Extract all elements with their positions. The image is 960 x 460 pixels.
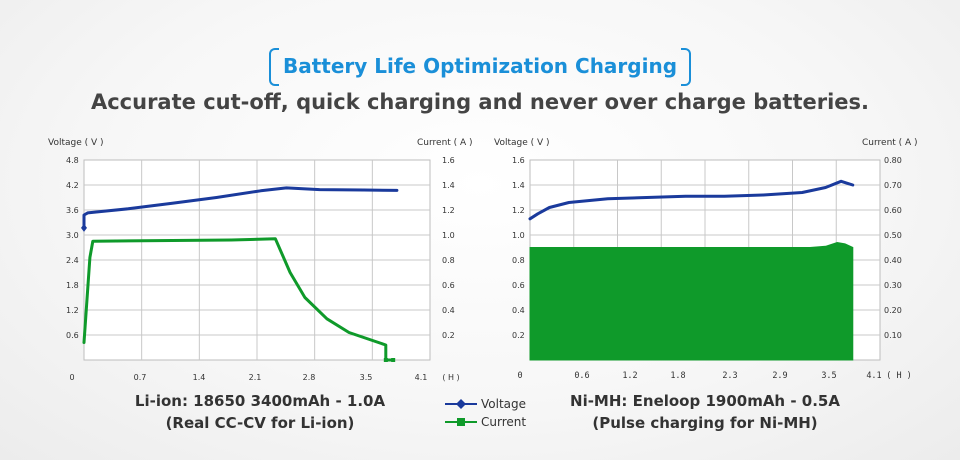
liion-xunit: ( H ) — [442, 373, 459, 382]
legend-label-voltage: Voltage — [481, 397, 527, 411]
nimh-ytick-left-3: 1.0 — [512, 231, 525, 240]
legend-current-marker-icon — [445, 418, 477, 426]
liion-ytick-left-3: 3.0 — [66, 231, 79, 240]
nimh-ytick-left-5: 0.6 — [512, 281, 525, 290]
liion-xtick-4: 2.8 — [303, 373, 316, 382]
nimh-ytick-right-4: 0.40 — [884, 256, 902, 265]
liion-xtick-6: 4.1 — [415, 373, 428, 382]
nimh-ylabel-right: Current ( A ) — [862, 138, 918, 148]
liion-ytick-right-1: 1.4 — [442, 181, 455, 190]
liion-series-current-line — [82, 237, 395, 362]
nimh-xtick-0: 0 — [517, 371, 522, 381]
liion-ytick-right-2: 1.2 — [442, 206, 455, 215]
liion-ytick-right-4: 0.8 — [442, 256, 455, 265]
liion-ytick-left-1: 4.2 — [66, 181, 79, 190]
nimh-ytick-right-0: 0.80 — [884, 156, 902, 165]
chart-caption-liion-line2: (Real CC-CV for Li-ion) — [165, 414, 355, 432]
liion-ytick-right-5: 0.6 — [442, 281, 455, 290]
liion-xtick-3: 2.1 — [249, 373, 262, 382]
title-bracket-right — [681, 48, 692, 86]
chart-caption-nimh: Ni-MH: Eneloop 1900mAh - 0.5A (Pulse cha… — [545, 390, 865, 434]
liion-ytick-right-3: 1.0 — [442, 231, 455, 240]
liion-ytick-right-7: 0.2 — [442, 331, 455, 340]
page-title: Battery Life Optimization Charging — [268, 48, 692, 86]
nimh-ytick-left-6: 0.4 — [512, 306, 525, 315]
liion-xtick-5: 3.5 — [360, 373, 373, 382]
page-subtitle: Accurate cut-off, quick charging and nev… — [90, 90, 870, 114]
nimh-xtick-7: 4.1 — [866, 371, 881, 381]
liion-ytick-left-6: 1.2 — [66, 306, 79, 315]
nimh-ytick-right-6: 0.20 — [884, 306, 902, 315]
nimh-ytick-left-7: 0.2 — [512, 331, 525, 340]
nimh-series-voltage-line — [528, 179, 855, 221]
nimh-xtick-4: 2.3 — [722, 371, 737, 381]
liion-xtick-1: 0.7 — [134, 373, 147, 382]
nimh-xtick-5: 2.9 — [772, 371, 787, 381]
liion-ytick-right-0: 1.6 — [442, 156, 455, 165]
nimh-ytick-right-5: 0.30 — [884, 281, 902, 290]
title-bracket-left — [268, 48, 279, 86]
title-area: Battery Life Optimization Charging — [0, 48, 960, 86]
chart-caption-nimh-line1: Ni-MH: Eneloop 1900mAh - 0.5A — [570, 392, 840, 410]
nimh-xtick-1: 0.6 — [574, 371, 589, 381]
liion-xtick-2: 1.4 — [193, 373, 206, 382]
liion-ytick-right-6: 0.4 — [442, 306, 455, 315]
liion-ylabel-left: Voltage ( V ) — [48, 138, 104, 148]
liion-ytick-left-7: 0.6 — [66, 331, 79, 340]
legend: Voltage Current — [445, 395, 555, 431]
nimh-xtick-2: 1.2 — [622, 371, 637, 381]
nimh-ytick-right-7: 0.10 — [884, 331, 902, 340]
liion-ytick-left-4: 2.4 — [66, 256, 79, 265]
liion-ytick-left-5: 1.8 — [66, 281, 79, 290]
liion-ytick-left-2: 3.6 — [66, 206, 79, 215]
liion-ytick-left-0: 4.8 — [66, 156, 79, 165]
liion-voltage-start-marker — [81, 223, 87, 232]
liion-series-voltage-line — [82, 186, 399, 230]
nimh-series-current-area — [529, 241, 854, 361]
nimh-xunit: ( H ) — [886, 371, 912, 381]
nimh-ytick-left-1: 1.4 — [512, 181, 525, 190]
liion-xtick-0: 0 — [69, 373, 74, 382]
nimh-ytick-left-4: 0.8 — [512, 256, 525, 265]
nimh-xtick-3: 1.8 — [670, 371, 685, 381]
legend-item-current: Current — [445, 413, 555, 431]
liion-ylabel-right: Current ( A ) — [417, 138, 473, 148]
nimh-ytick-left-0: 1.6 — [512, 156, 525, 165]
legend-voltage-marker-icon — [445, 399, 477, 409]
nimh-xtick-6: 3.5 — [821, 371, 836, 381]
nimh-ytick-right-1: 0.70 — [884, 181, 902, 190]
chart-caption-nimh-line2: (Pulse charging for Ni-MH) — [592, 414, 818, 432]
nimh-ylabel-left: Voltage ( V ) — [494, 138, 550, 148]
nimh-ytick-right-2: 0.60 — [884, 206, 902, 215]
liion-current-end-marker-1 — [383, 358, 388, 362]
liion-current-end-marker-2 — [391, 358, 396, 362]
legend-item-voltage: Voltage — [445, 395, 555, 413]
legend-label-current: Current — [481, 415, 527, 429]
chart-caption-liion: Li-ion: 18650 3400mAh - 1.0A (Real CC-CV… — [110, 390, 410, 434]
nimh-ytick-right-3: 0.50 — [884, 231, 902, 240]
page-title-text: Battery Life Optimization Charging — [282, 54, 678, 78]
nimh-ytick-left-2: 1.2 — [512, 206, 525, 215]
chart-caption-liion-line1: Li-ion: 18650 3400mAh - 1.0A — [134, 392, 386, 410]
